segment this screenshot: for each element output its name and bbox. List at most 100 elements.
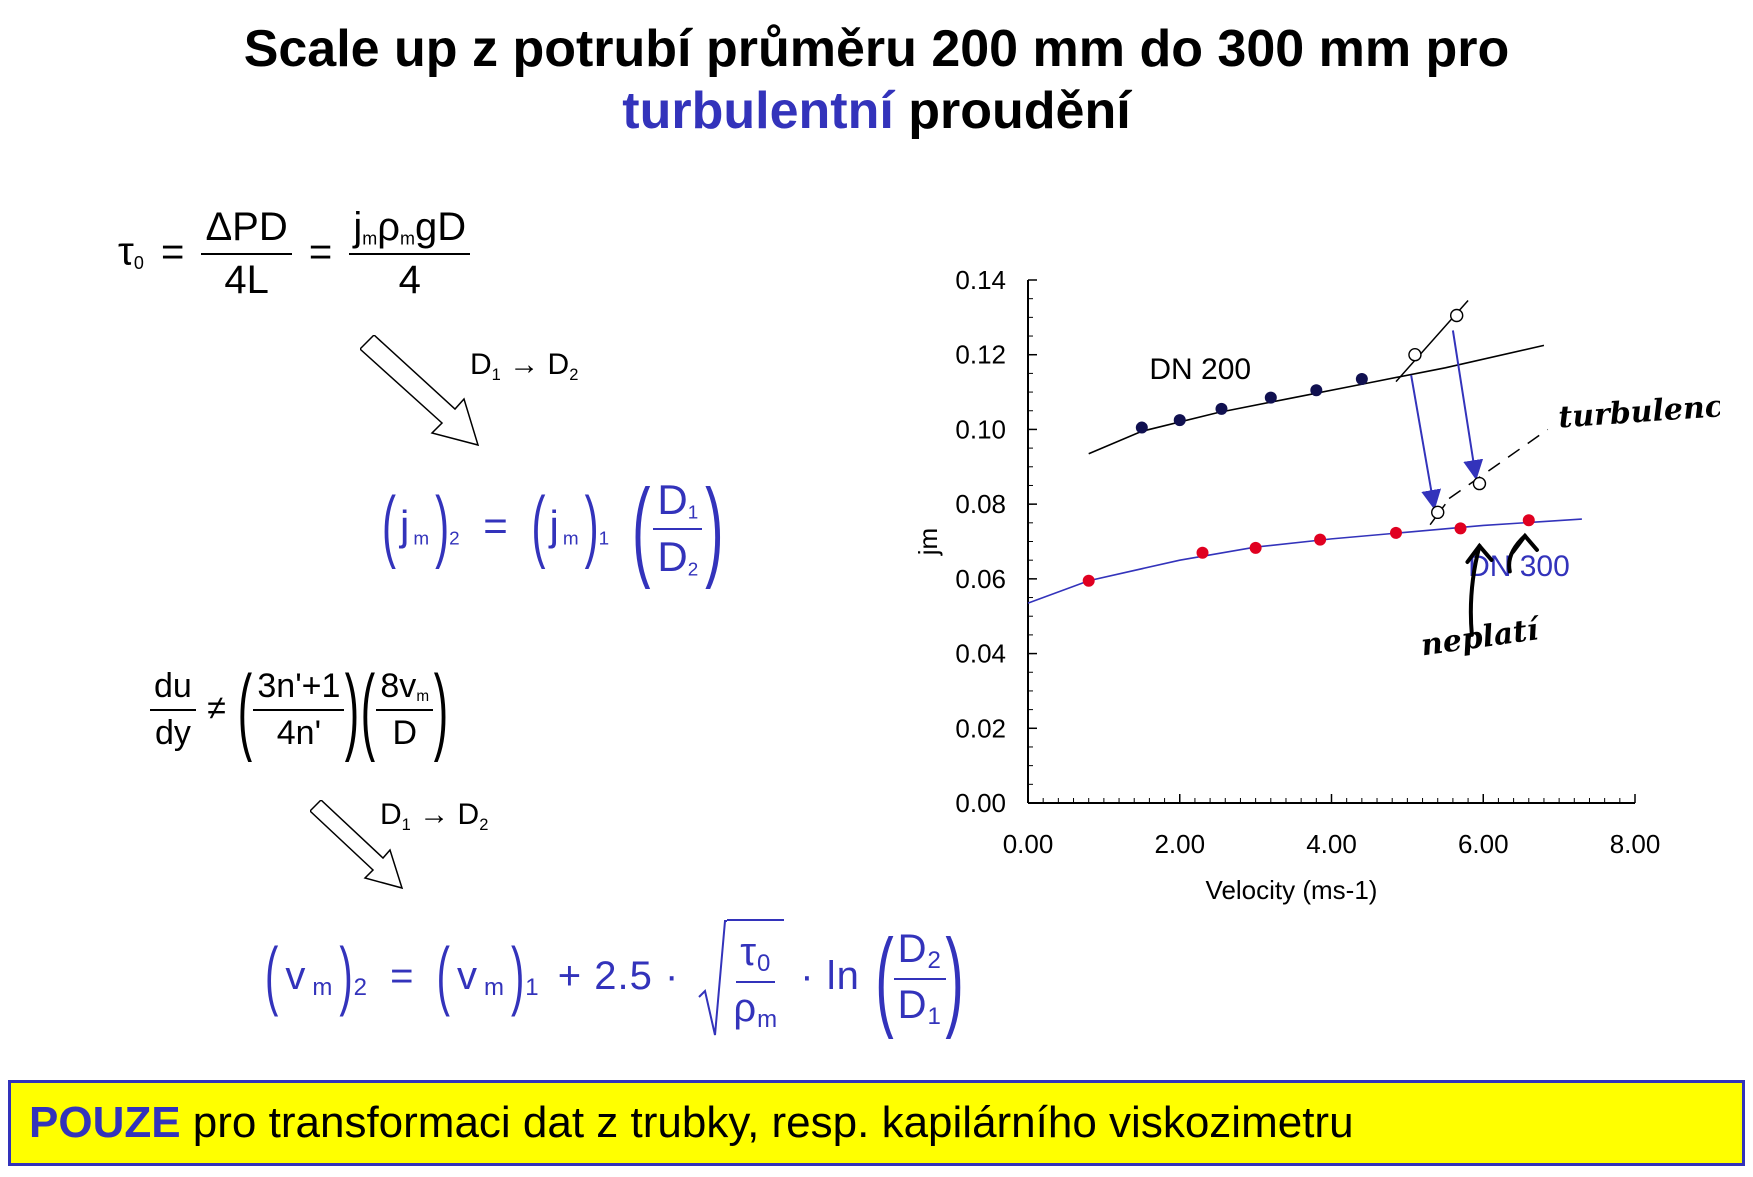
turbulent-extrapolation-line	[1448, 428, 1549, 500]
big-left-paren: (	[238, 656, 253, 763]
fraction-d2-d1: D2 D1	[893, 926, 946, 1031]
fraction-numerator: D1	[653, 475, 703, 530]
d-symbol: D	[897, 982, 928, 1027]
data-point-dn200	[1173, 414, 1186, 427]
equals-sign: =	[160, 229, 185, 274]
data-point-dn200	[1135, 421, 1148, 434]
fraction-numerator: jmρmgD	[349, 205, 471, 255]
handwritten-note: neplatí	[1419, 612, 1543, 663]
maps-to-arrow: →	[410, 798, 458, 831]
x-tick-label: 4.00	[1306, 829, 1357, 859]
big-right-paren: )	[345, 656, 360, 763]
big-left-paren: (	[631, 467, 651, 590]
d-symbol: D	[380, 798, 402, 831]
jm-velocity-chart: 0.00 0.02 0.04 0.06 0.08 0.10 0.12 0.14 0.00 2.00…	[913, 265, 1720, 905]
fraction-3n-4n: 3n'+1 4n'	[253, 667, 345, 753]
plus-coefficient: + 2.5 ·	[557, 954, 680, 999]
d-symbol: D	[470, 348, 492, 381]
data-point-dn300	[1196, 546, 1209, 559]
footer-note: POUZE pro transformaci dat z trubky, res…	[8, 1080, 1745, 1166]
outer-subscript: 1	[598, 528, 610, 550]
fraction-numerator: 8vm	[376, 667, 434, 711]
ln-operator: · ln	[800, 954, 860, 999]
outer-subscript: 2	[449, 528, 460, 550]
d-subscript: 2	[479, 815, 489, 834]
v-symbol: v	[285, 954, 307, 999]
fraction-numerator: du	[150, 667, 196, 711]
equation-shear-rate: du dy ≠ ( 3n'+1 4n' )( 8vm D )	[150, 655, 449, 765]
right-paren: )	[435, 479, 450, 570]
x-tick-label: 8.00	[1610, 829, 1661, 859]
data-point-dn300	[1082, 574, 1095, 587]
fraction-denominator: 4L	[224, 258, 269, 302]
handwritten-arrow-shaft	[1468, 543, 1482, 637]
d-subscript: 2	[687, 559, 699, 581]
d-subscript: 1	[401, 815, 411, 834]
fraction-numerator: 3n'+1	[253, 667, 345, 711]
j-symbol: j	[353, 205, 363, 249]
title-accent-word: turbulentní	[622, 82, 894, 140]
v-subscript: m	[312, 974, 334, 1002]
y-tick-label: 0.04	[955, 639, 1006, 669]
handwritten-arrow-head	[1465, 542, 1494, 564]
big-left-paren: (	[875, 917, 895, 1040]
maps-to-arrow: →	[500, 348, 548, 381]
equation-velocity-scaling: (v m)2 = (v m)1 + 2.5 · τ0 ρm · ln ( D2 D1…	[265, 915, 964, 1042]
slide-title: Scale up z potrubí průměru 200 mm do 300…	[0, 18, 1753, 142]
j-symbol: j	[400, 501, 410, 549]
fraction-denominator: ρm	[733, 983, 778, 1034]
series-annotation: DN 200	[1149, 353, 1251, 386]
big-left-paren: (	[361, 656, 376, 763]
title-rest: proudění	[893, 82, 1131, 140]
series-annotation: DN 300	[1468, 550, 1570, 583]
equals-sign: =	[390, 954, 415, 999]
data-point-dn300	[1314, 533, 1327, 546]
data-point-dn200	[1215, 402, 1228, 415]
rho-symbol: ρ	[733, 985, 758, 1030]
fraction-denominator: dy	[154, 714, 191, 752]
fraction-8v-d: 8vm D	[376, 667, 434, 753]
d-subscript: 2	[569, 365, 579, 384]
fraction-d1-d2: D1 D2	[653, 475, 703, 581]
scale-down-arrow	[1451, 330, 1484, 481]
series-curve-dn300	[1027, 518, 1582, 604]
fraction-denominator: 4	[398, 258, 421, 302]
d-subscript: 1	[687, 502, 699, 524]
y-tick-label: 0.06	[955, 564, 1006, 594]
footer-text: pro transformaci dat z trubky, resp. kap…	[180, 1098, 1354, 1147]
d-subscript: 1	[491, 365, 501, 384]
d-symbol: D	[897, 926, 928, 971]
x-tick-label: 6.00	[1458, 829, 1509, 859]
title-line-1: Scale up z potrubí průměru 200 mm do 300…	[243, 20, 1510, 78]
left-paren: (	[531, 479, 546, 570]
title-line-2: turbulentní proudění	[0, 80, 1753, 142]
fraction-numerator: ΔPD	[201, 205, 292, 255]
data-point-dn200	[1310, 384, 1323, 397]
data-point-dn300	[1249, 541, 1262, 554]
outer-subscript: 1	[525, 974, 540, 1002]
fraction-denominator: D1	[898, 980, 942, 1031]
eightv-symbol: 8v	[380, 667, 417, 705]
gd-symbol: gD	[415, 205, 467, 249]
tau-subscript: 0	[757, 949, 772, 977]
d-symbol: D	[657, 532, 688, 580]
rho-subscript: m	[757, 1005, 779, 1033]
d-symbol: D	[657, 475, 688, 523]
j-subscript: m	[413, 528, 430, 550]
outer-subscript: 2	[353, 974, 369, 1002]
data-point-dn300	[1389, 526, 1402, 539]
tau-symbol: τ	[118, 229, 134, 274]
fraction-jm-rho-gd-4: jmρmgD 4	[349, 205, 471, 303]
j-subscript: m	[562, 528, 579, 550]
big-right-paren: )	[945, 917, 965, 1040]
fraction-numerator: τ0	[736, 930, 776, 983]
data-point-dn300	[1522, 514, 1535, 527]
open-data-point	[1408, 348, 1422, 362]
right-paren: )	[339, 933, 354, 1018]
v-subscript: m	[416, 687, 430, 705]
handwritten-arrow-head	[1510, 532, 1539, 554]
arrow-label-1: D1 → D2	[470, 348, 578, 385]
equals-sign: =	[483, 501, 508, 549]
scale-arrow-2	[310, 800, 404, 890]
d-subscript: 2	[927, 946, 942, 974]
